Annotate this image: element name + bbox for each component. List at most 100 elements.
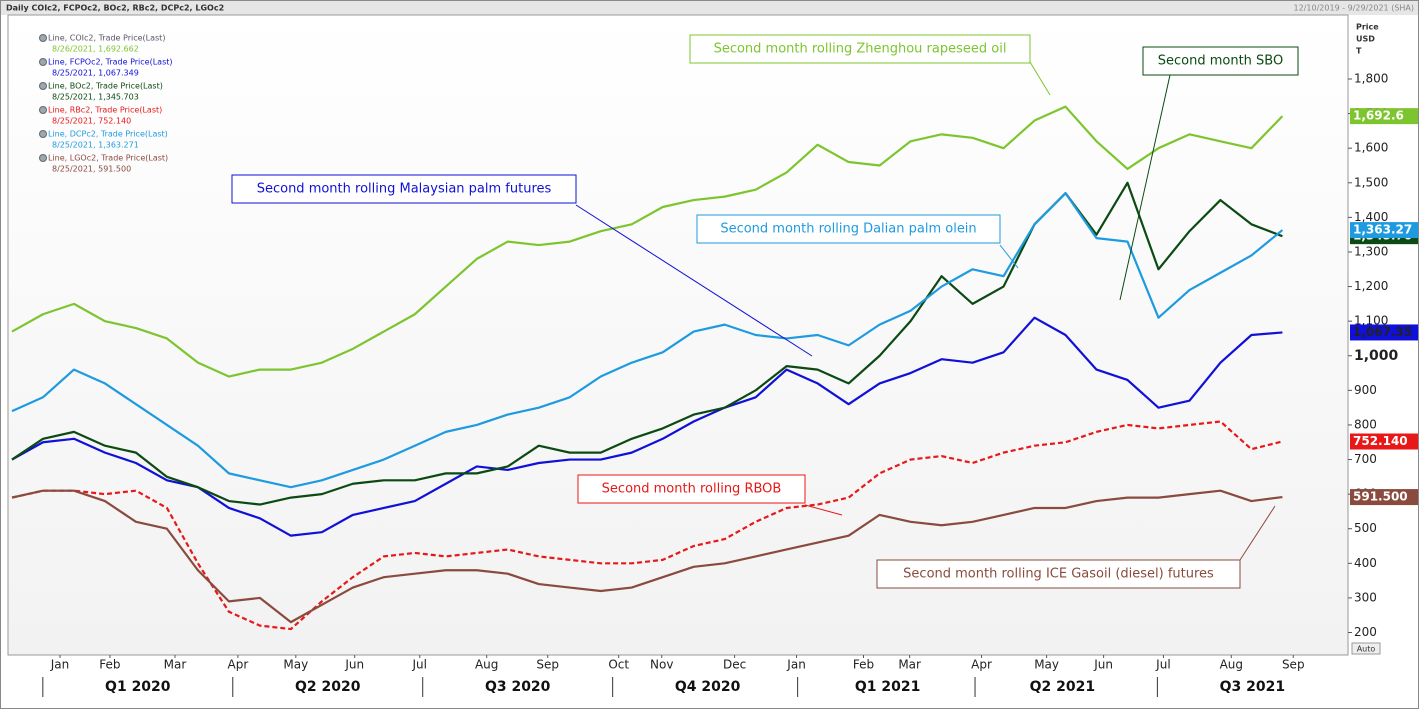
quarter-label: Q3 2020 bbox=[485, 679, 551, 695]
y-tick-label: 200 bbox=[1354, 625, 1377, 639]
legend-last: 8/25/2021, 1,067.349 bbox=[52, 69, 139, 78]
line-series bbox=[11, 420, 1283, 631]
y-tick-label: 800 bbox=[1354, 417, 1377, 431]
x-tick-label: Apr bbox=[971, 658, 992, 672]
end-tag bbox=[1350, 489, 1418, 506]
y-tick-label: 1,200 bbox=[1354, 279, 1388, 293]
annotation-box bbox=[689, 34, 1031, 64]
x-tick-label: Aug bbox=[475, 658, 498, 672]
annotation-box bbox=[696, 214, 1001, 244]
auto-button-label[interactable]: Auto bbox=[1357, 645, 1376, 654]
legend-last: 8/25/2021, 591.500 bbox=[52, 165, 131, 174]
y-tick-label: 700 bbox=[1354, 452, 1377, 466]
plot-area bbox=[7, 14, 1349, 656]
line-series bbox=[11, 489, 1283, 624]
y-axis-title: USD bbox=[1356, 35, 1375, 44]
x-tick-label: Oct bbox=[608, 658, 629, 672]
annotation-box bbox=[1142, 46, 1299, 76]
annotation-box bbox=[231, 174, 577, 204]
y-tick-label: 1,800 bbox=[1354, 72, 1388, 86]
x-tick-label: Mar bbox=[898, 658, 921, 672]
legend-last: 8/25/2021, 752.140 bbox=[52, 117, 131, 126]
x-tick-label: Jul bbox=[412, 658, 427, 672]
annotation-text: Second month rolling Dalian palm olein bbox=[720, 222, 976, 237]
legend-label[interactable]: Line, DCPc2, Trade Price(Last) bbox=[48, 130, 168, 139]
annotation-text: Second month rolling Malaysian palm futu… bbox=[257, 182, 552, 197]
quarter-label: Q4 2020 bbox=[675, 679, 741, 695]
date-range: 12/10/2019 - 9/29/2021 (SHA) bbox=[1294, 4, 1414, 13]
x-tick-label: Nov bbox=[650, 658, 673, 672]
y-tick-label: 500 bbox=[1354, 521, 1377, 535]
quarter-label: Q2 2021 bbox=[1030, 679, 1095, 695]
annotation-pointer bbox=[1029, 61, 1051, 96]
annotation-text: Second month SBO bbox=[1158, 54, 1283, 69]
line-series bbox=[11, 316, 1283, 537]
y-axis-title: T bbox=[1356, 47, 1362, 56]
legend-icon bbox=[39, 106, 47, 114]
legend-label[interactable]: Line, FCPOc2, Trade Price(Last) bbox=[48, 58, 173, 67]
x-tick-label: May bbox=[283, 658, 308, 672]
line-series bbox=[11, 105, 1284, 378]
legend-last: 8/25/2021, 1,363.271 bbox=[52, 141, 139, 150]
quarter-label: Q3 2021 bbox=[1220, 679, 1285, 695]
x-tick-label: Apr bbox=[228, 658, 249, 672]
x-tick-label: Feb bbox=[853, 658, 874, 672]
x-tick-label: Jan bbox=[786, 658, 806, 672]
end-tag-label: 752.140 bbox=[1353, 434, 1408, 448]
end-tag bbox=[1350, 324, 1418, 341]
legend-icon bbox=[39, 82, 47, 90]
legend-icon bbox=[39, 58, 47, 66]
end-tag-label: 1,067.35 bbox=[1353, 325, 1412, 339]
annotation-pointer bbox=[1239, 505, 1276, 561]
annotation-box bbox=[876, 559, 1241, 589]
y-tick-label: 400 bbox=[1354, 556, 1377, 570]
auto-button[interactable] bbox=[1351, 642, 1381, 655]
x-tick-label: May bbox=[1034, 658, 1059, 672]
end-tag bbox=[1350, 108, 1418, 125]
x-tick-label: Aug bbox=[1220, 658, 1243, 672]
annotation-text: Second month rolling Zhenghou rapeseed o… bbox=[714, 42, 1007, 57]
x-tick-label: Jun bbox=[1093, 658, 1113, 672]
annotation-text: Second month rolling ICE Gasoil (diesel)… bbox=[903, 567, 1214, 582]
annotation-pointer bbox=[1119, 74, 1171, 301]
y-tick-label: 1,400 bbox=[1354, 210, 1388, 224]
legend-last: 8/26/2021, 1,692.662 bbox=[52, 45, 139, 54]
end-tag-label: 1,363.27 bbox=[1353, 223, 1412, 237]
legend-label[interactable]: Line, BOc2, Trade Price(Last) bbox=[48, 82, 163, 91]
end-tag bbox=[1350, 222, 1418, 239]
annotation-pointer bbox=[804, 504, 843, 516]
x-tick-label: Jul bbox=[1155, 658, 1170, 672]
x-tick-label: Dec bbox=[723, 658, 746, 672]
chart-title: Daily COIc2, FCPOc2, BOc2, RBc2, DCPc2, … bbox=[6, 4, 224, 13]
x-tick-label: Jan bbox=[50, 658, 70, 672]
legend-icon bbox=[39, 34, 47, 42]
y-tick-label: 1,600 bbox=[1354, 141, 1388, 155]
x-tick-label: Sep bbox=[1282, 658, 1305, 672]
quarter-label: Q2 2020 bbox=[295, 679, 361, 695]
annotation-pointer bbox=[575, 204, 813, 357]
quarter-label: Q1 2020 bbox=[105, 679, 171, 695]
annotation-box bbox=[577, 474, 806, 504]
x-tick-label: Mar bbox=[164, 658, 187, 672]
y-axis-title: Price bbox=[1356, 23, 1379, 32]
end-tag bbox=[1350, 433, 1418, 450]
y-tick-label: 1,100 bbox=[1354, 314, 1388, 328]
legend-last: 8/25/2021, 1,345.703 bbox=[52, 93, 139, 102]
legend-label[interactable]: Line, COIc2, Trade Price(Last) bbox=[48, 34, 165, 43]
y-tick-label: 300 bbox=[1354, 590, 1377, 604]
x-tick-label: Jun bbox=[344, 658, 364, 672]
line-series bbox=[11, 192, 1284, 489]
end-tag-label: 591.500 bbox=[1353, 490, 1408, 504]
y-tick-label: 1,500 bbox=[1354, 175, 1388, 189]
legend-label[interactable]: Line, RBc2, Trade Price(Last) bbox=[48, 106, 162, 115]
legend-icon bbox=[39, 154, 47, 162]
legend-label[interactable]: Line, LGOc2, Trade Price(Last) bbox=[48, 154, 168, 163]
y-tick-label: 1,000 bbox=[1354, 348, 1399, 364]
x-tick-label: Feb bbox=[99, 658, 120, 672]
quarter-label: Q1 2021 bbox=[855, 679, 920, 695]
y-tick-label: 900 bbox=[1354, 383, 1377, 397]
header-bar bbox=[0, 0, 1419, 15]
end-tag-label: 1,692.6 bbox=[1353, 109, 1404, 123]
y-tick-label: 1,300 bbox=[1354, 244, 1388, 258]
